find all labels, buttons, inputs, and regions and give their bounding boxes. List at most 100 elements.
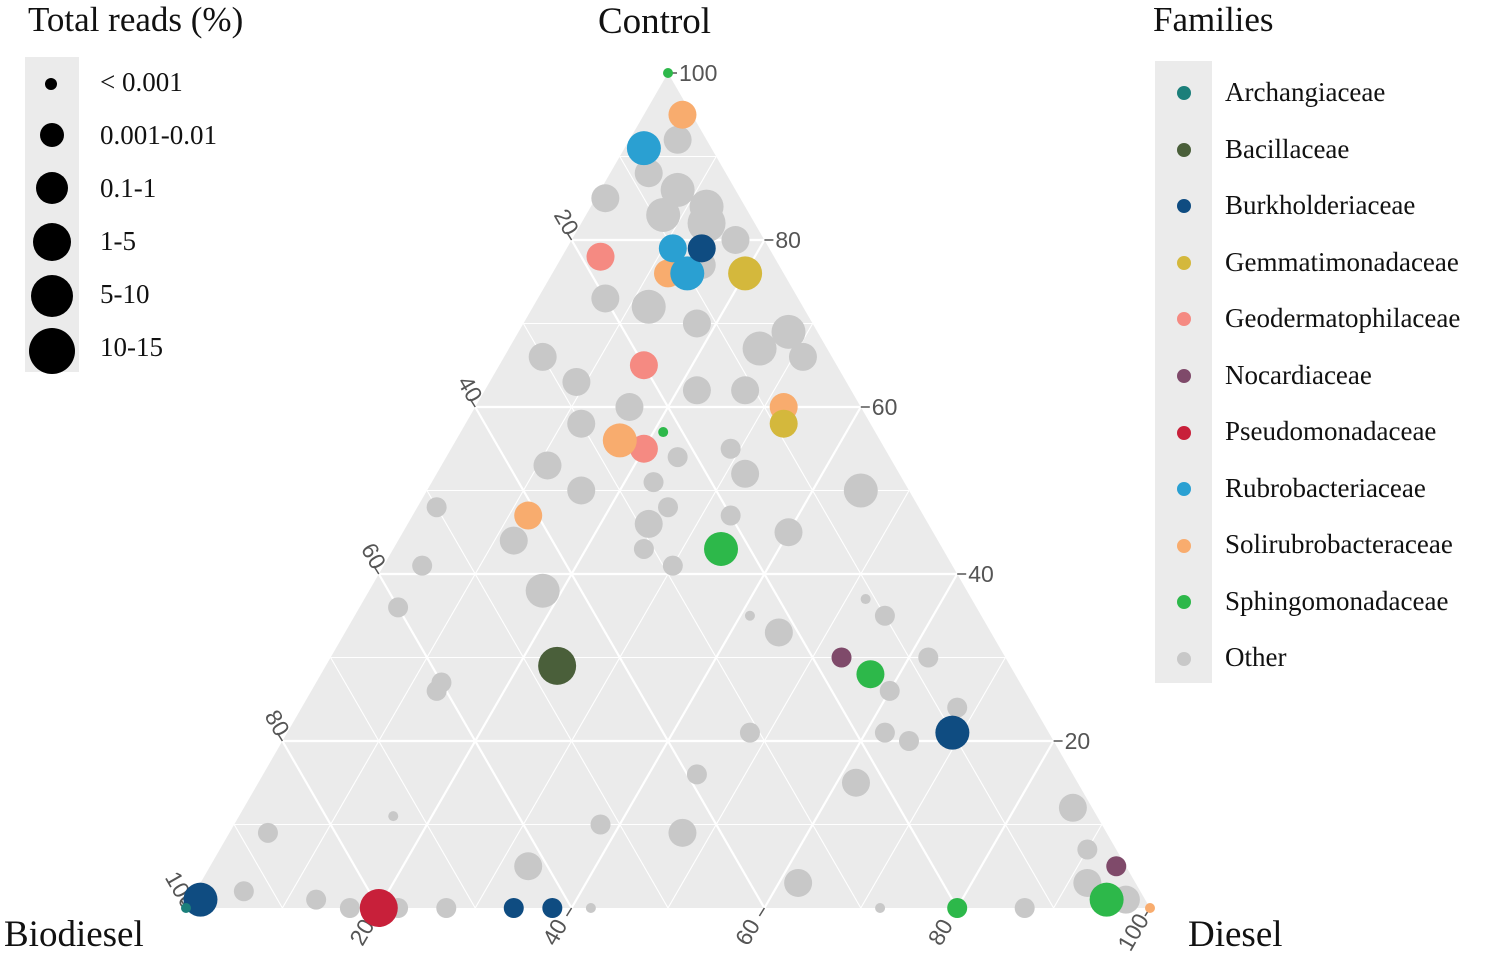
family-legend-dot-sphingomonadaceae (1177, 595, 1191, 610)
point-other (899, 731, 919, 751)
point-other (788, 342, 817, 371)
point-gemmatimonadaceae (769, 409, 798, 438)
point-nocardiaceae (1106, 856, 1127, 877)
point-other (720, 505, 741, 526)
size-legend-title: Total reads (%) (28, 0, 244, 39)
size-legend-label-1: < 0.001 (100, 67, 183, 97)
size-legend-dot-3 (36, 172, 68, 204)
point-other (874, 605, 895, 626)
point-other (875, 903, 886, 913)
family-legend-label-sphingomonadaceae: Sphingomonadaceae (1225, 586, 1449, 616)
point-solirubrobacteraceae (602, 423, 637, 458)
point-other (686, 764, 707, 785)
point-other (742, 331, 777, 366)
tick-label-control: 80 (775, 227, 801, 253)
size-legend-dot-1 (45, 78, 57, 90)
point-other (233, 881, 254, 902)
point-other (1014, 898, 1035, 918)
point-burkholderiaceae (503, 898, 524, 918)
point-burkholderiaceae (687, 234, 716, 263)
point-other (567, 409, 596, 438)
grid-line (474, 323, 814, 909)
size-legend-dot-6 (29, 328, 75, 374)
axis-label-control: Control (598, 1, 712, 42)
point-archangiaceae (181, 903, 191, 913)
axis-label-biodiesel: Biodiesel (4, 914, 144, 955)
point-other (947, 697, 968, 718)
size-legend-dot-2 (40, 123, 64, 147)
grid-line (1053, 824, 1103, 909)
point-other (663, 125, 692, 154)
point-other (731, 376, 760, 405)
tick-mark (565, 231, 573, 241)
point-other (525, 573, 560, 608)
grid-line (377, 573, 573, 909)
point-other (918, 647, 939, 668)
family-legend-label-nocardiaceae: Nocardiaceae (1225, 360, 1372, 390)
point-other (658, 497, 678, 518)
family-legend-label-geodermatophilaceae: Geodermatophilaceae (1225, 303, 1461, 333)
point-pseudomonadaceae (359, 889, 398, 927)
point-other (514, 852, 543, 881)
axis-label-diesel: Diesel (1188, 914, 1283, 955)
tick-label-control: 20 (1065, 728, 1091, 754)
point-other (591, 284, 620, 313)
point-solirubrobacteraceae (1145, 903, 1155, 913)
point-sphingomonadaceae (856, 660, 885, 689)
grid-line (281, 740, 380, 909)
family-legend-dot-nocardiaceae (1177, 369, 1191, 383)
family-legend-label-rubrobacteriaceae: Rubrobacteriaceae (1225, 473, 1426, 503)
point-other (436, 898, 457, 918)
point-other (1058, 793, 1087, 822)
family-legend-dot-burkholderiaceae (1177, 199, 1191, 214)
point-other (562, 367, 591, 396)
point-geodermatophilaceae (586, 242, 615, 271)
tick-mark (469, 398, 476, 408)
family-legend-dot-other (1177, 652, 1191, 666)
point-other (567, 476, 596, 505)
point-other (660, 172, 695, 207)
family-legend-dot-archangiaceae (1177, 86, 1191, 100)
family-legend-label-pseudomonadaceae: Pseudomonadaceae (1225, 416, 1437, 446)
point-other (388, 597, 409, 618)
size-legend-label-4: 1-5 (100, 226, 136, 256)
family-legend-label-other: Other (1225, 642, 1287, 672)
point-other (662, 555, 683, 576)
family-legend-label-bacillaceae: Bacillaceae (1225, 134, 1350, 164)
family-legend-label-solirubrobacteraceae: Solirubrobacteraceae (1225, 529, 1453, 559)
point-rubrobacteriaceae (626, 131, 661, 166)
point-geodermatophilaceae (629, 351, 658, 380)
grid-line (330, 657, 476, 909)
point-other (860, 594, 871, 605)
family-legend-title: Families (1153, 0, 1274, 39)
tick-label-control: 60 (872, 394, 898, 420)
tick-mark (276, 732, 284, 742)
family-legend-dot-solirubrobacteraceae (1177, 538, 1191, 553)
point-other (585, 903, 596, 913)
point-other (631, 289, 666, 324)
point-other (615, 393, 644, 421)
grid-line (956, 740, 1055, 909)
point-other (720, 438, 741, 459)
point-other (784, 868, 813, 897)
point-burkholderiaceae (542, 898, 563, 918)
grid-line (667, 490, 910, 909)
point-other (426, 680, 447, 701)
point-other (634, 159, 663, 188)
point-other (412, 555, 433, 576)
point-other (590, 814, 611, 835)
point-other (774, 518, 803, 547)
size-legend-label-3: 0.1-1 (100, 173, 157, 203)
point-sphingomonadaceae (1089, 882, 1124, 917)
family-legend-label-gemmatimonadaceae: Gemmatimonadaceae (1225, 247, 1459, 277)
family-legend-dot-rubrobacteriaceae (1177, 482, 1191, 497)
point-solirubrobacteraceae (668, 100, 697, 129)
point-rubrobacteriaceae (658, 234, 687, 263)
point-other (634, 509, 663, 538)
tick-label-diesel: 100 (1112, 909, 1154, 955)
family-legend-dot-geodermatophilaceae (1177, 312, 1191, 327)
point-other (499, 526, 528, 555)
point-sphingomonadaceae (947, 898, 968, 918)
grid-line (233, 824, 283, 909)
